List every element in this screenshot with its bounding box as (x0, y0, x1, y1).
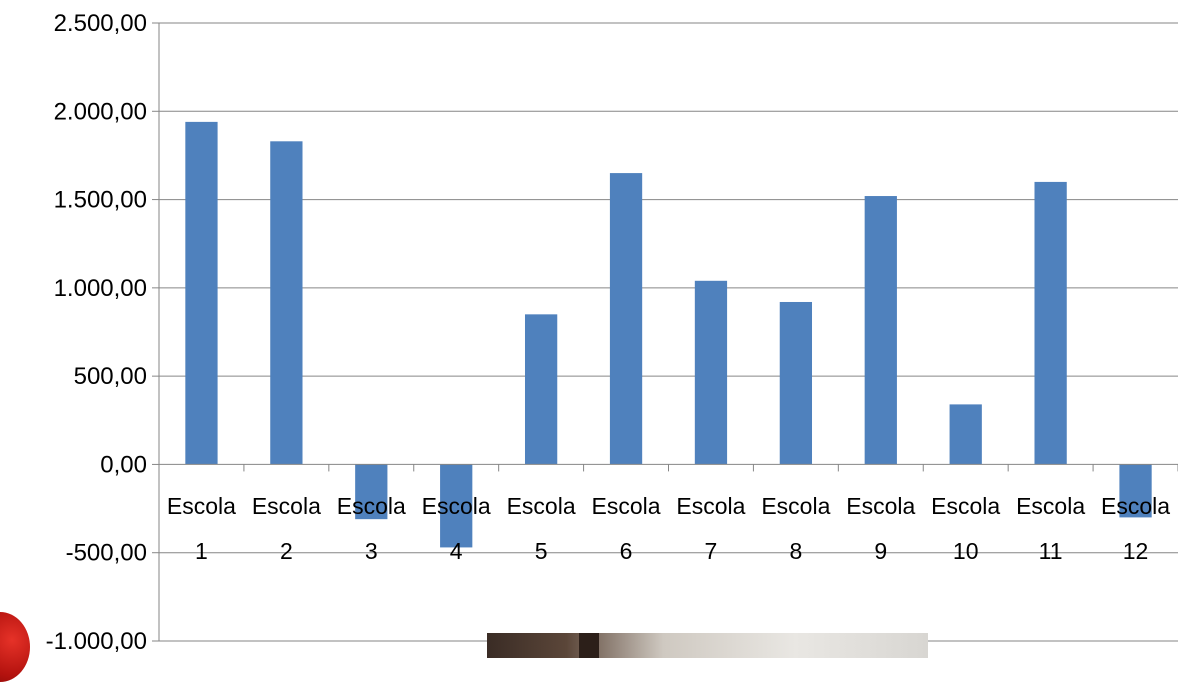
y-tick-label: 0,00 (100, 451, 147, 478)
x-tick-label: Escola 10 (931, 493, 1000, 564)
x-tick-label: Escola 2 (252, 493, 321, 564)
x-tick-label-line: 3 (365, 538, 378, 564)
x-tick-label-line: 5 (535, 538, 548, 564)
y-tick-label: 1.000,00 (54, 275, 147, 302)
x-tick-label-line: Escola (167, 493, 236, 519)
bar (779, 301, 813, 465)
x-tick-label: Escola 3 (337, 493, 406, 564)
y-tick-label: 2.000,00 (54, 98, 147, 125)
x-tick-label: Escola 8 (761, 493, 830, 564)
x-tick-label-line: Escola (846, 493, 915, 519)
bar (609, 173, 643, 465)
bar (1034, 181, 1067, 465)
x-tick-label-line: 6 (620, 538, 633, 564)
x-tick-label-line: 11 (1039, 538, 1063, 564)
bar (864, 196, 897, 465)
y-tick-label: 1.500,00 (54, 187, 147, 214)
x-tick-label-line: 7 (705, 538, 718, 564)
x-tick-label-line: 2 (280, 538, 293, 564)
y-tick-label: -500,00 (66, 540, 147, 567)
x-tick-label-line: 12 (1123, 538, 1149, 564)
x-tick-label-line: Escola (252, 493, 321, 519)
bar (524, 314, 558, 465)
y-tick-label: 500,00 (74, 363, 147, 390)
bar (355, 464, 388, 520)
x-tick-label-line: 8 (789, 538, 802, 564)
background-photo-fragment (487, 633, 928, 658)
x-tick-label-line: Escola (592, 493, 661, 519)
bar (1119, 464, 1152, 518)
x-tick-label-line: 9 (874, 538, 887, 564)
x-tick-label-line: 10 (953, 538, 979, 564)
x-tick-label: Escola 7 (676, 493, 745, 564)
x-tick-label: Escola 11 (1016, 493, 1085, 564)
bar (185, 121, 218, 465)
x-tick-label-line: Escola (1016, 493, 1085, 519)
x-tick-label-line: Escola (761, 493, 830, 519)
bars (185, 121, 1152, 548)
x-tick-label-line: Escola (337, 493, 406, 519)
bar (694, 280, 728, 465)
bar-chart: -1.000,00 -500,00 0,00 500,00 1.000,00 1.500,… (0, 10, 1178, 682)
x-tick-label: Escola 4 (422, 493, 491, 564)
x-tick-label-line: Escola (422, 493, 491, 519)
bar (949, 404, 982, 465)
x-tick-label: Escola 6 (592, 493, 661, 564)
gridlines (159, 22, 1178, 642)
axes (152, 22, 1178, 642)
x-tick-label-line: Escola (507, 493, 576, 519)
photo-door-shape (579, 633, 599, 658)
x-tick-label-line: 4 (450, 538, 463, 564)
chart-canvas: -1.000,00 -500,00 0,00 500,00 1.000,00 1.500,… (46, 10, 1178, 655)
x-tick-label-line: Escola (931, 493, 1000, 519)
x-tick-label: Escola 1 (167, 493, 236, 564)
x-tick-label-line: Escola (676, 493, 745, 519)
bar (270, 141, 303, 465)
y-tick-labels: -1.000,00 -500,00 0,00 500,00 1.000,00 1.500,… (46, 10, 147, 655)
y-tick-label: -1.000,00 (46, 628, 147, 655)
x-tick-label: Escola 9 (846, 493, 915, 564)
bar (440, 464, 473, 548)
x-tick-label-line: Escola (1101, 493, 1170, 519)
x-tick-label: Escola 5 (507, 493, 576, 564)
x-tick-label: Escola 12 (1101, 493, 1170, 564)
y-tick-label: 2.500,00 (54, 10, 147, 37)
x-tick-label-line: 1 (195, 538, 208, 564)
